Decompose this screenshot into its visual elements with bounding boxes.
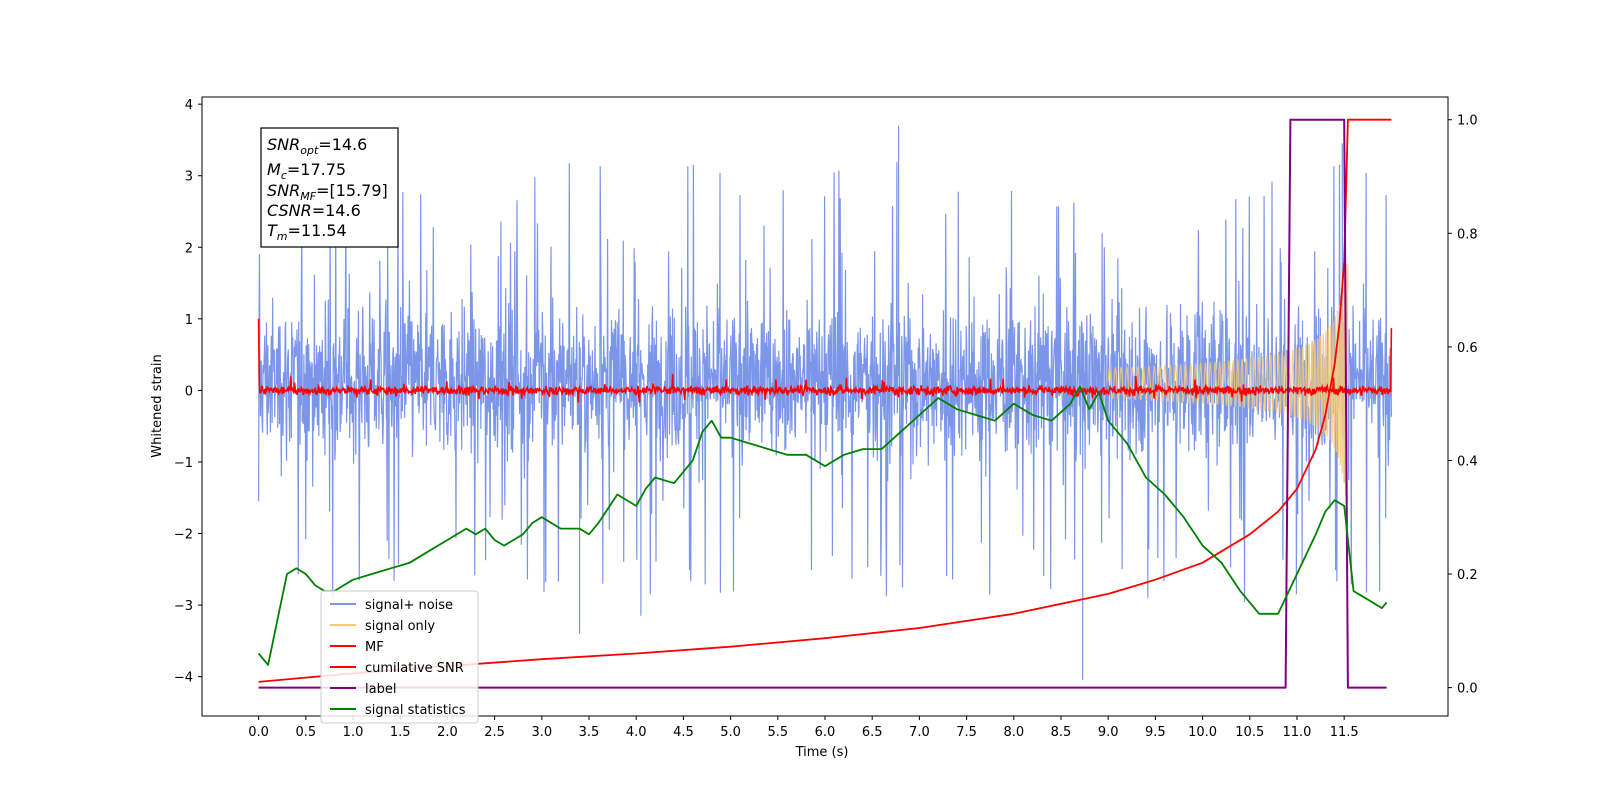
x-tick-label: 0.0 [248, 725, 269, 740]
y2-tick-label: 0.2 [1457, 568, 1478, 583]
x-tick-label: 11.0 [1282, 725, 1311, 740]
tm-sub: m [277, 230, 288, 243]
y2-tick-label: 0.4 [1457, 454, 1478, 469]
x-tick-label: 11.5 [1330, 725, 1359, 740]
annotation-snr-opt: SNRopt=14.6 [267, 135, 367, 157]
y-tick-label: 4 [185, 98, 193, 113]
series-signal-only [1107, 263, 1349, 503]
x-tick-label: 10.5 [1235, 725, 1264, 740]
signal-statistics-line [257, 385, 1388, 666]
y2-axis-ticks: 1.0 0.8 0.6 0.4 0.2 0.0 [1448, 114, 1478, 697]
mf-line [257, 318, 1393, 403]
x-axis-ticks: 0.0 0.5 1.0 1.5 2.0 2.5 3.0 3.5 4.0 4.5 5.0 5.5 6.0 6… [248, 716, 1359, 740]
mc-sub: c [281, 169, 287, 182]
plot-area [257, 118, 1393, 689]
x-tick-label: 9.0 [1098, 725, 1119, 740]
x-tick-label: 1.5 [390, 725, 411, 740]
x-tick-label: 2.0 [437, 725, 458, 740]
snr-opt-sub: opt [300, 144, 319, 157]
x-tick-label: 5.5 [767, 725, 788, 740]
x-tick-label: 8.0 [1003, 725, 1024, 740]
label-line [258, 118, 1387, 689]
x-tick-label: 8.5 [1051, 725, 1072, 740]
mc-value: =17.75 [287, 160, 346, 179]
tm-base: T [267, 221, 278, 240]
x-tick-label: 7.5 [956, 725, 977, 740]
x-tick-label: 5.0 [720, 725, 741, 740]
x-tick-label: 6.5 [862, 725, 883, 740]
x-tick-label: 3.0 [531, 725, 552, 740]
y-tick-label: 1 [185, 313, 193, 328]
snr-mf-sub: MF [300, 190, 316, 203]
signal-only-line [1107, 263, 1349, 503]
x-tick-label: 2.5 [484, 725, 505, 740]
x-tick-label: 1.0 [343, 725, 364, 740]
y-tick-label: −2 [174, 528, 193, 543]
y-tick-label: −3 [174, 599, 193, 614]
mc-base: M [267, 160, 281, 179]
legend-label-mf: MF [365, 640, 384, 655]
legend: signal+ noise signal only MF cumilative … [320, 590, 479, 724]
y-axis-label: Whitened strain [150, 354, 165, 457]
series-signal-statistics [257, 385, 1388, 666]
x-tick-label: 4.0 [626, 725, 647, 740]
x-tick-label: 0.5 [295, 725, 316, 740]
y-tick-label: 2 [185, 241, 193, 256]
annotation-mc: Mc=17.75 [267, 160, 346, 182]
y-tick-label: −1 [174, 456, 193, 471]
legend-frame [320, 590, 479, 724]
x-tick-label: 3.5 [579, 725, 600, 740]
csnr-base: CSNR [267, 201, 312, 220]
annotation-snr-mf: SNRMF=[15.79] [267, 181, 388, 203]
legend-label-cumulative-snr: cumilative SNR [365, 661, 464, 676]
y-tick-label: 0 [185, 384, 193, 399]
x-tick-label: 7.0 [909, 725, 930, 740]
series-signal-noise [258, 125, 1392, 681]
tm-value: =11.54 [288, 221, 347, 240]
annotation-frame [260, 127, 399, 248]
series-cumulative-snr [258, 118, 1392, 683]
snr-mf-base: SNR [267, 181, 300, 200]
cumulative-snr-line [258, 118, 1392, 683]
snr-opt-base: SNR [267, 135, 300, 154]
x-axis-label: Time (s) [795, 745, 849, 760]
y-axis-ticks: 4 3 2 1 0 −1 −2 −3 −4 [174, 98, 202, 686]
x-tick-label: 4.5 [673, 725, 694, 740]
metrics-annotation-box: SNRopt=14.6 Mc=17.75 SNRMF=[15.79] CSNR=… [260, 127, 399, 248]
series-mf [257, 318, 1393, 403]
y2-tick-label: 0.6 [1457, 341, 1478, 356]
csnr-value: =14.6 [312, 201, 361, 220]
snr-mf-value: =[15.79] [316, 181, 388, 200]
y2-tick-label: 0.0 [1457, 682, 1478, 697]
annotation-tm: Tm=11.54 [267, 221, 347, 243]
legend-label-signal-noise: signal+ noise [365, 598, 453, 613]
x-tick-label: 9.5 [1145, 725, 1166, 740]
legend-label-signal-statistics: signal statistics [365, 703, 466, 718]
annotation-csnr: CSNR=14.6 [267, 201, 361, 220]
legend-label-signal-only: signal only [365, 619, 435, 634]
x-tick-label: 6.0 [815, 725, 836, 740]
y2-tick-label: 1.0 [1457, 114, 1478, 129]
x-tick-label: 10.0 [1188, 725, 1217, 740]
legend-label-label: label [365, 682, 396, 697]
signal-noise-line [258, 125, 1392, 681]
y-tick-label: 3 [185, 170, 193, 185]
snr-opt-value: =14.6 [318, 135, 367, 154]
y2-tick-label: 0.8 [1457, 227, 1478, 242]
series-label [258, 118, 1387, 689]
y-tick-label: −4 [174, 671, 193, 686]
